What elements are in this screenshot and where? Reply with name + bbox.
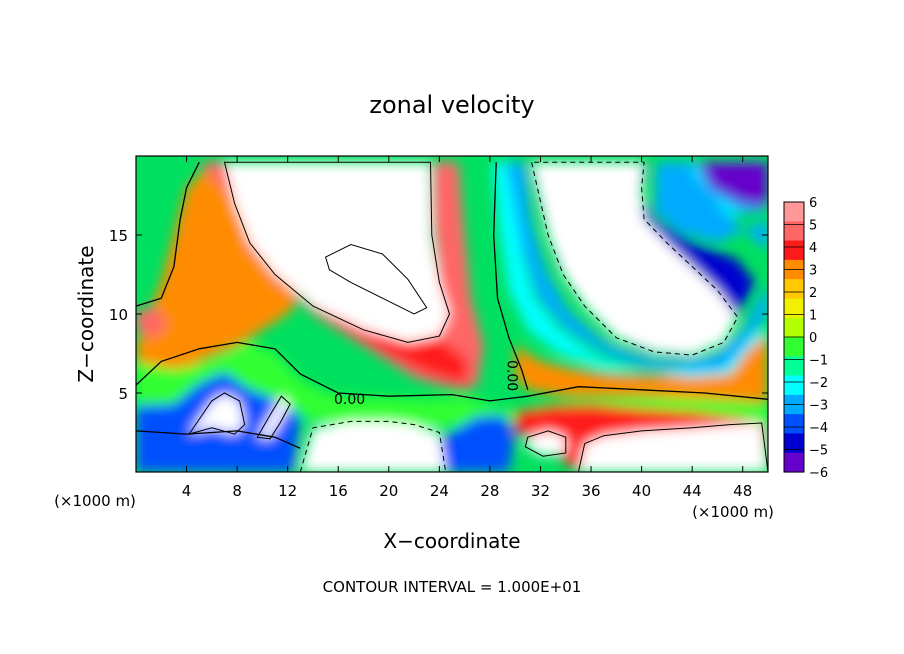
contour-label: 0.00	[504, 360, 520, 391]
contour-line	[299, 420, 447, 472]
colorbar-swatch	[784, 317, 804, 338]
out-of-range-region	[578, 423, 768, 472]
y-axis-unit: (×1000 m)	[54, 492, 136, 510]
colorbar-swatch	[784, 414, 804, 435]
x-tick-label: 36	[581, 482, 600, 500]
y-axis-label: Z−coordinate	[74, 245, 98, 382]
colorbar-swatch	[784, 356, 804, 377]
y-axis: 5 10 15	[109, 227, 768, 403]
colorbar-tick-label: 0	[809, 331, 817, 346]
zero-contour-line	[136, 430, 301, 449]
velocity-region	[439, 415, 516, 472]
x-tick-label: 20	[379, 482, 398, 500]
colorbar-swatch	[784, 337, 804, 357]
x-tick-label: 8	[232, 482, 242, 500]
x-tick-label: 24	[430, 482, 449, 500]
colorbar-tick-label: −4	[809, 421, 828, 436]
y-tick-label: 15	[109, 227, 128, 245]
x-axis: 4 8 12 16 20 24 28 32 36 40 44 48	[182, 156, 752, 500]
out-of-range-region	[224, 162, 450, 343]
colorbar-tick-label: 2	[809, 286, 817, 301]
y-tick-label: 10	[109, 306, 128, 324]
velocity-region	[136, 162, 301, 417]
colorbar-swatch	[784, 433, 804, 454]
colorbar-tick-label: 1	[809, 309, 817, 324]
colorbar-tick-label: 5	[809, 219, 817, 234]
contour-line	[325, 243, 428, 315]
out-of-range-region	[525, 430, 566, 457]
out-of-range-region	[531, 162, 738, 356]
colorbar-swatch	[784, 298, 804, 319]
x-tick-label: 32	[531, 482, 550, 500]
out-of-range-region	[257, 396, 291, 439]
colorbar-swatch	[784, 279, 804, 300]
colorbar-swatch	[784, 221, 804, 242]
velocity-region	[506, 162, 768, 371]
velocity-region	[136, 307, 168, 338]
footer-note: CONTOUR INTERVAL = 1.000E+01	[323, 578, 582, 596]
colorbar-swatch	[784, 240, 804, 261]
colorbar-tick-label: 6	[809, 196, 817, 211]
x-tick-label: 44	[683, 482, 702, 500]
colorbar-tick-label: −3	[809, 399, 828, 414]
zero-contour-line	[493, 162, 529, 390]
colorbar-tick-label: 3	[809, 264, 817, 279]
zero-contour-line	[136, 162, 200, 307]
colorbar-tick-label: −1	[809, 354, 828, 369]
x-tick-label: 4	[182, 482, 192, 500]
contour-line	[524, 430, 567, 457]
x-axis-unit: (×1000 m)	[692, 503, 774, 521]
plot-area	[135, 155, 769, 473]
x-tick-label: 16	[329, 482, 348, 500]
x-tick-label: 48	[733, 482, 752, 500]
colorbar-tick-label: −2	[809, 376, 828, 391]
colorbar-swatch	[784, 375, 804, 396]
contour-line	[530, 161, 739, 356]
colorbar-tick-label: −6	[809, 466, 828, 481]
out-of-range-region	[189, 393, 245, 435]
colorbar-swatch	[784, 202, 804, 222]
y-tick-label: 5	[118, 385, 128, 403]
x-tick-label: 40	[632, 482, 651, 500]
out-of-range-region	[300, 421, 446, 472]
contour-line	[577, 422, 768, 472]
velocity-region	[515, 329, 768, 403]
colorbar: 6 5 4 3 2 1 0 −1 −2 −3 −4 −5 −6	[783, 196, 828, 481]
x-axis-label: X−coordinate	[383, 529, 520, 553]
colorbar-tick-label: 4	[809, 241, 817, 256]
contour-labels: 0.00 0.00	[334, 360, 520, 408]
zero-contour-line	[136, 341, 768, 402]
contour-line	[256, 395, 291, 440]
x-tick-label: 12	[278, 482, 297, 500]
contour-line	[187, 392, 246, 435]
colorbar-tick-label: −5	[809, 444, 828, 459]
contour-line	[223, 161, 451, 343]
velocity-region	[698, 162, 768, 207]
chart-title: zonal velocity	[369, 91, 534, 119]
x-tick-label: 28	[480, 482, 499, 500]
colorbar-swatch	[784, 452, 804, 473]
contour-label: 0.00	[334, 392, 365, 408]
